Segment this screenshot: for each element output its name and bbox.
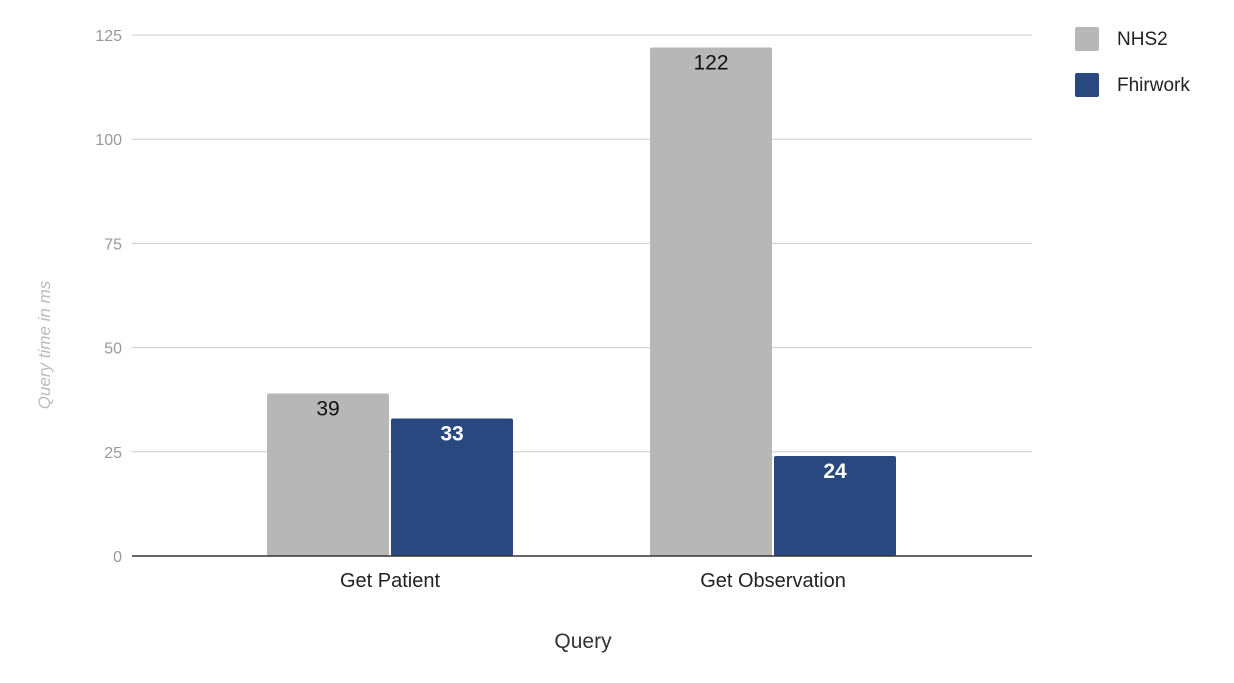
- x-axis-ticks: Get Patient Get Observation: [340, 570, 846, 592]
- y-tick-label: 25: [104, 445, 122, 462]
- y-tick-label: 50: [104, 341, 122, 358]
- bar: [774, 455, 896, 556]
- y-tick-label: 100: [95, 132, 122, 149]
- legend-label: Fhirwork: [1117, 75, 1190, 96]
- bar: [650, 47, 772, 557]
- gridlines: [132, 34, 1032, 453]
- legend: NHS2 Fhirwork: [1075, 27, 1190, 97]
- y-tick-label: 75: [104, 236, 122, 253]
- data-label: 24: [823, 460, 847, 483]
- legend-label: NHS2: [1117, 29, 1168, 50]
- legend-swatch: [1075, 73, 1099, 97]
- legend-swatch: [1075, 27, 1099, 51]
- y-tick-label: 0: [113, 549, 122, 566]
- data-labels: 39 33 122 24: [316, 52, 847, 483]
- x-axis-title: Query: [554, 630, 612, 653]
- bar: [391, 418, 513, 556]
- x-tick-label: Get Patient: [340, 570, 441, 592]
- x-tick-label: Get Observation: [700, 570, 846, 592]
- data-label: 122: [693, 52, 728, 75]
- y-axis-ticks: 0 25 50 75 100 125: [95, 28, 122, 566]
- data-label: 39: [316, 397, 339, 420]
- data-label: 33: [440, 422, 463, 445]
- bars: [267, 47, 896, 557]
- bar: [267, 393, 389, 556]
- y-axis-title: Query time in ms: [35, 280, 54, 409]
- y-tick-label: 125: [95, 28, 122, 45]
